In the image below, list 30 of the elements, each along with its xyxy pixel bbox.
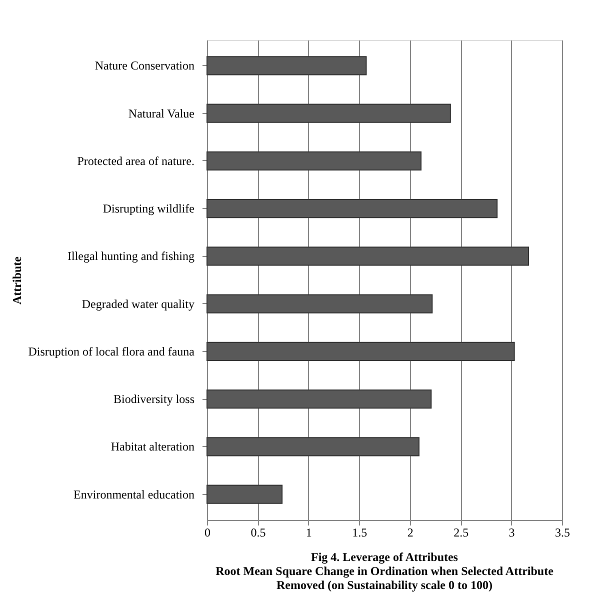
y-tick-label: Natural Value: [128, 106, 194, 120]
y-tick-label: Protected area of nature.: [77, 154, 194, 168]
x-tick-label: 2.5: [454, 526, 469, 540]
y-tick-label: Habitat alteration: [110, 440, 194, 454]
x-tick-label: 3: [508, 526, 515, 540]
y-axis-title: Attribute: [10, 256, 24, 304]
x-tick-label: 2: [407, 526, 414, 540]
bar: [206, 294, 433, 314]
bar: [206, 437, 420, 456]
x-axis-title: Fig 4. Leverage of Attributes Root Mean Square Change in Ordination when Selected Attribute Removed (on Sustainability scale 0 to 100): [216, 550, 554, 592]
bar: [206, 104, 451, 123]
y-tick-label: Biodiversity loss: [113, 392, 195, 406]
bar: [206, 484, 283, 504]
bar: [206, 56, 367, 76]
bar: [206, 342, 515, 361]
x-tick-label: 1.5: [352, 526, 368, 540]
x-tick-label: 0: [204, 526, 210, 540]
y-tick-label: Disruption of local flora and fauna: [28, 344, 196, 358]
x-tick-label: 1: [306, 526, 312, 540]
x-tick-label: 3.5: [555, 526, 570, 540]
bar: [206, 199, 498, 218]
x-tick-label: 0.5: [250, 526, 266, 540]
bar: [206, 246, 530, 266]
bar: [206, 151, 422, 170]
bar: [206, 390, 432, 409]
y-tick-label: Environmental education: [74, 487, 194, 502]
y-tick-label: Illegal hunting and fishing: [68, 249, 194, 264]
y-tick-label: Nature Conservation: [94, 58, 194, 73]
y-tick-label: Disrupting wildlife: [102, 202, 194, 216]
y-tick-label: Degraded water quality: [82, 296, 194, 311]
